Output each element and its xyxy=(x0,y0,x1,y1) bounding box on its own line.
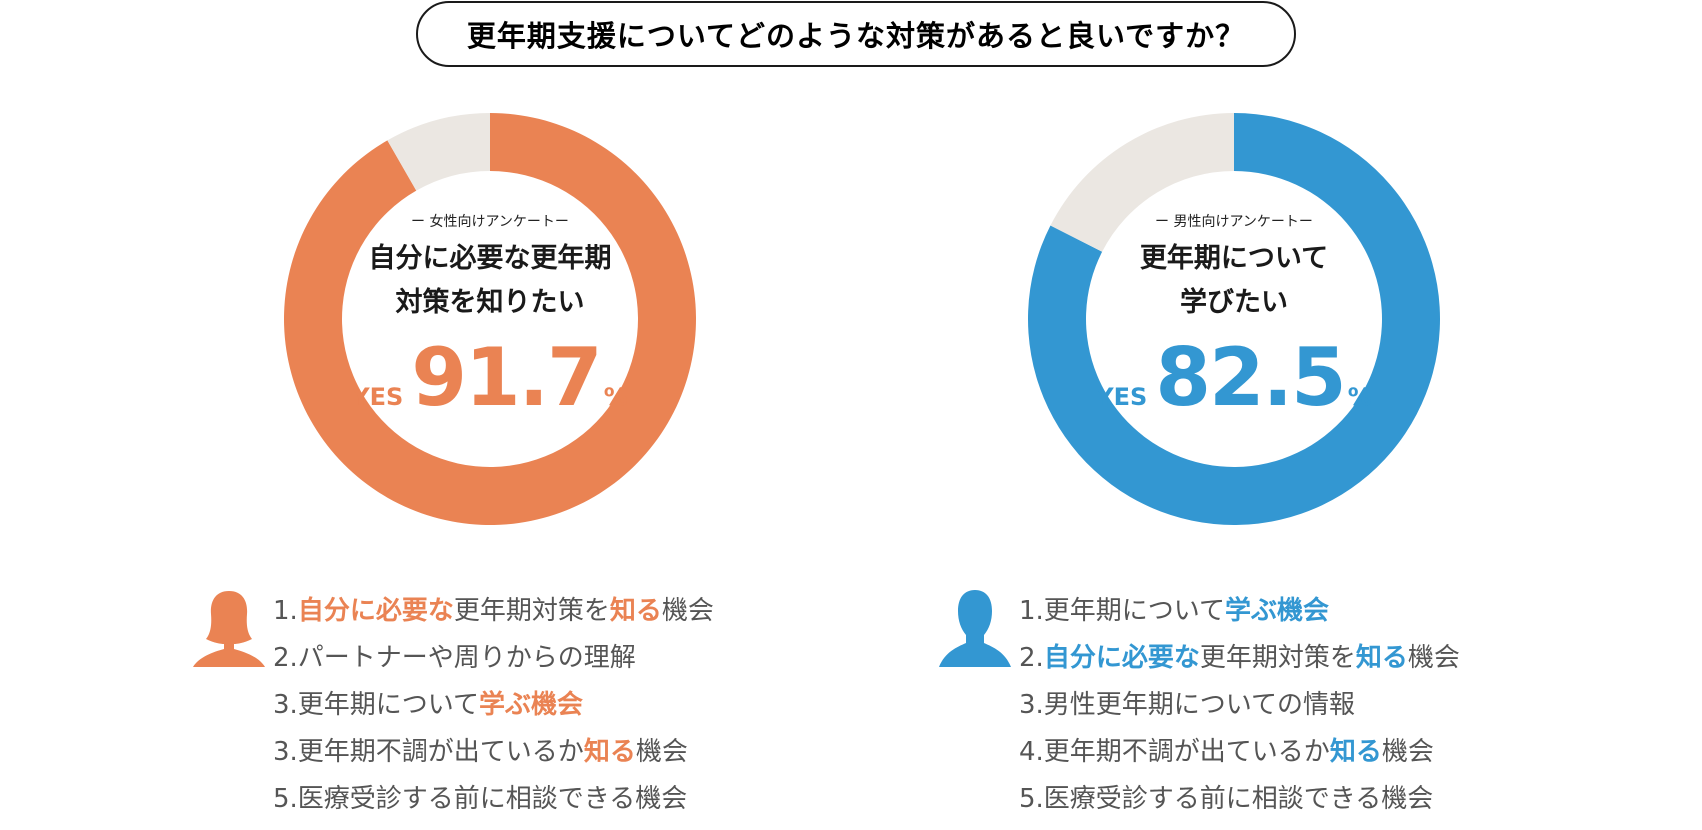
male-yes-label: YES xyxy=(1096,383,1148,411)
list-item: 5.医療受診する前に相談できる機会 xyxy=(273,776,714,823)
list-item-highlight: 学ぶ機会 xyxy=(1225,596,1330,626)
list-item: 5.医療受診する前に相談できる機会 xyxy=(1019,776,1460,823)
female-donut-chart: ー 女性向けアンケートー 自分に必要な更年期 対策を知りたい YES 91.7 … xyxy=(284,113,696,525)
male-donut-chart: ー 男性向けアンケートー 更年期について 学びたい YES 82.5 % xyxy=(1028,113,1440,525)
female-percent-value: 91.7 xyxy=(411,331,602,424)
male-value-line: YES 82.5 % xyxy=(1028,338,1440,418)
list-item: 2.自分に必要な更年期対策を知る機会 xyxy=(1019,635,1460,682)
list-item-highlight: 知る xyxy=(1329,737,1382,767)
male-donut-svg xyxy=(1028,113,1440,525)
male-headline-line2: 学びたい xyxy=(1180,287,1288,318)
list-item-highlight: 自分に必要な xyxy=(1043,643,1200,673)
female-donut-svg xyxy=(284,113,696,525)
male-person-icon xyxy=(939,590,1011,667)
male-donut-center: ー 男性向けアンケートー 更年期について 学びたい YES 82.5 % xyxy=(1028,113,1440,525)
list-item-text: 3.更年期不調が出ているか xyxy=(273,737,584,767)
male-percent-unit: % xyxy=(1347,383,1372,411)
female-person-icon xyxy=(193,591,265,667)
list-item-text: 2.パートナーや周りからの理解 xyxy=(273,643,636,673)
female-donut-center: ー 女性向けアンケートー 自分に必要な更年期 対策を知りたい YES 91.7 … xyxy=(284,113,696,525)
list-item: 3.更年期不調が出ているか知る機会 xyxy=(273,729,714,776)
list-item-text: 更年期対策を xyxy=(453,596,610,626)
male-ranking-list: 1.更年期について学ぶ機会 2.自分に必要な更年期対策を知る機会 3.男性更年期につ… xyxy=(1019,588,1460,823)
list-item-text: 更年期対策を xyxy=(1199,643,1356,673)
male-donut-slice-other xyxy=(1050,113,1234,252)
list-item: 1.自分に必要な更年期対策を知る機会 xyxy=(273,588,714,635)
male-percent-value: 82.5 xyxy=(1155,331,1346,424)
female-headline-line2: 対策を知りたい xyxy=(395,287,585,318)
list-item-text: 機会 xyxy=(661,596,714,626)
list-item-text: 2. xyxy=(1019,643,1044,673)
list-item-text: 1.更年期について xyxy=(1019,596,1226,626)
list-item-text: 3.更年期について xyxy=(273,690,480,720)
male-headline-line1: 更年期について xyxy=(1139,243,1329,274)
female-headline-line1: 自分に必要な更年期 xyxy=(368,243,612,274)
list-item: 3.更年期について学ぶ機会 xyxy=(273,682,714,729)
list-item: 3.男性更年期についての情報 xyxy=(1019,682,1460,729)
page-title: 更年期支援についてどのような対策があると良いですか？ xyxy=(416,1,1296,67)
list-item-text: 機会 xyxy=(1407,643,1460,673)
list-item-text: 5.医療受診する前に相談できる機会 xyxy=(1019,784,1434,814)
female-value-line: YES 91.7 % xyxy=(284,338,696,418)
list-item-text: 5.医療受診する前に相談できる機会 xyxy=(273,784,688,814)
list-item-highlight: 知る xyxy=(583,737,636,767)
list-item-text: 4.更年期不調が出ているか xyxy=(1019,737,1330,767)
female-yes-label: YES xyxy=(352,383,404,411)
list-item-text: 3.男性更年期についての情報 xyxy=(1019,690,1356,720)
male-survey-label: ー 男性向けアンケートー xyxy=(1155,214,1313,230)
female-ranking-list: 1.自分に必要な更年期対策を知る機会 2.パートナーや周りからの理解 3.更年期につ… xyxy=(273,588,714,823)
female-percent-unit: % xyxy=(603,383,628,411)
list-item-highlight: 学ぶ機会 xyxy=(479,690,584,720)
list-item: 4.更年期不調が出ているか知る機会 xyxy=(1019,729,1460,776)
list-item-text: 1. xyxy=(273,596,298,626)
female-donut-slice-other xyxy=(387,113,490,191)
list-item-text: 機会 xyxy=(1381,737,1434,767)
list-item: 2.パートナーや周りからの理解 xyxy=(273,635,714,682)
list-item-highlight: 知る xyxy=(609,596,662,626)
list-item-highlight: 自分に必要な xyxy=(297,596,454,626)
list-item-text: 機会 xyxy=(635,737,688,767)
female-survey-label: ー 女性向けアンケートー xyxy=(411,214,569,230)
list-item-highlight: 知る xyxy=(1355,643,1408,673)
list-item: 1.更年期について学ぶ機会 xyxy=(1019,588,1460,635)
